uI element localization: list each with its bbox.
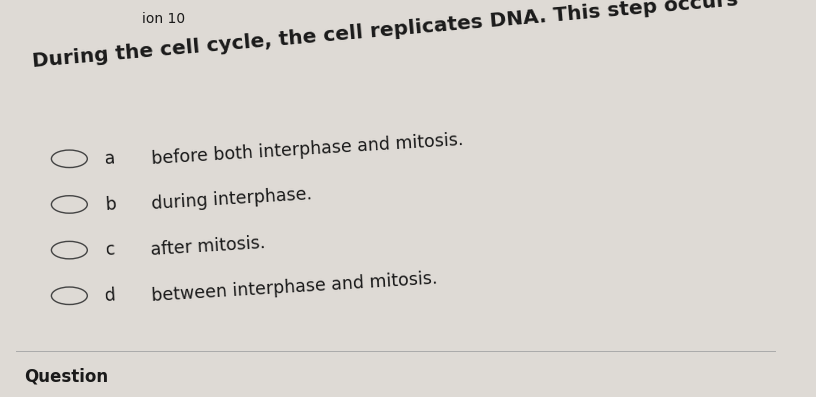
Text: after mitosis.: after mitosis. (150, 234, 266, 259)
Text: ion 10: ion 10 (142, 12, 184, 26)
Text: a: a (104, 150, 116, 168)
Text: c: c (104, 241, 116, 259)
Text: during interphase.: during interphase. (150, 186, 312, 214)
Text: During the cell cycle, the cell replicates DNA. This step occurs: During the cell cycle, the cell replicat… (31, 0, 738, 71)
Text: before both interphase and mitosis.: before both interphase and mitosis. (150, 131, 463, 168)
Text: Question: Question (24, 367, 109, 385)
Text: between interphase and mitosis.: between interphase and mitosis. (150, 269, 437, 305)
Text: b: b (104, 195, 116, 214)
Text: d: d (104, 287, 116, 305)
